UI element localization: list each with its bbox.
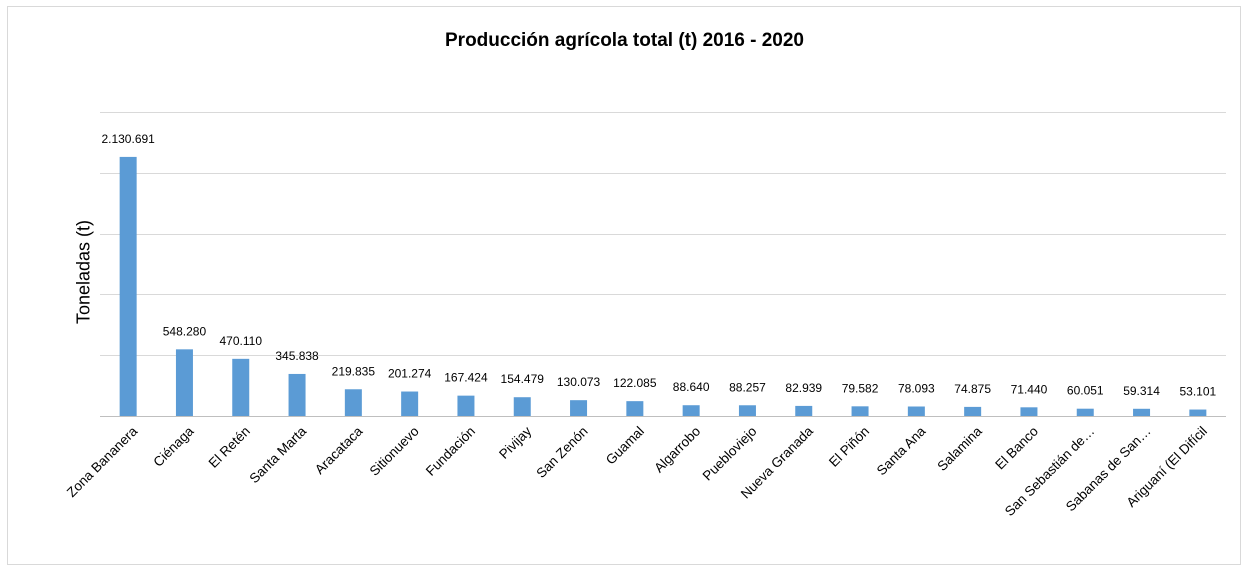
data-label: 71.440 bbox=[1011, 382, 1048, 396]
data-label: 470.110 bbox=[220, 334, 263, 348]
bar bbox=[851, 406, 869, 416]
data-label: 59.314 bbox=[1123, 384, 1160, 398]
data-label: 53.101 bbox=[1179, 385, 1216, 399]
x-tick-label: Algarrobo bbox=[651, 424, 703, 476]
bar bbox=[457, 395, 475, 416]
data-label: 167.424 bbox=[444, 371, 488, 385]
bar bbox=[232, 358, 250, 416]
x-tick-label: El Banco bbox=[992, 424, 1041, 473]
bars bbox=[119, 156, 1207, 417]
x-tick-label: Pivijay bbox=[496, 423, 534, 461]
x-tick-label: Guamal bbox=[603, 424, 647, 468]
gridlines bbox=[100, 112, 1226, 417]
bar bbox=[513, 397, 531, 416]
data-label: 60.051 bbox=[1067, 384, 1104, 398]
x-tick-label: Salamina bbox=[934, 423, 985, 474]
data-label: 2.130.691 bbox=[101, 132, 155, 146]
data-label: 88.257 bbox=[729, 380, 766, 394]
bar bbox=[344, 389, 362, 416]
x-tick-label: Puebloviejo bbox=[700, 424, 760, 484]
bar bbox=[907, 406, 925, 416]
x-tick-label: El Retén bbox=[206, 424, 253, 471]
x-tick-label: Zona Bananera bbox=[64, 423, 141, 500]
data-labels: 2.130.691 548.280 470.110 345.838 219.835 201… bbox=[101, 132, 1216, 399]
data-label: 201.274 bbox=[388, 367, 432, 381]
data-label: 345.838 bbox=[275, 349, 319, 363]
bar bbox=[1020, 407, 1038, 416]
bar bbox=[1133, 408, 1151, 416]
bar bbox=[682, 405, 700, 416]
bar bbox=[795, 405, 813, 416]
x-tick-label: Santa Ana bbox=[874, 423, 929, 478]
data-label: 548.280 bbox=[163, 324, 207, 338]
bar bbox=[401, 391, 419, 416]
data-label: 130.073 bbox=[557, 375, 601, 389]
bar bbox=[570, 400, 588, 416]
bar bbox=[119, 156, 137, 417]
x-tick-label: Fundación bbox=[423, 424, 478, 479]
data-label: 122.085 bbox=[613, 376, 657, 390]
x-tick-label: Ciénaga bbox=[150, 423, 197, 470]
bar bbox=[626, 401, 644, 416]
x-tick-label: San Zenón bbox=[533, 424, 590, 481]
data-label: 88.640 bbox=[673, 380, 710, 394]
data-label: 82.939 bbox=[785, 381, 822, 395]
data-label: 79.582 bbox=[842, 381, 879, 395]
chart-frame bbox=[7, 6, 1241, 565]
bar bbox=[175, 349, 193, 416]
data-label: 74.875 bbox=[954, 382, 991, 396]
bar bbox=[1189, 409, 1207, 416]
data-label: 154.479 bbox=[501, 372, 545, 386]
bar bbox=[1076, 408, 1094, 416]
x-tick-label: Santa Marta bbox=[247, 423, 310, 486]
x-tick-label: Sitionuevo bbox=[367, 424, 422, 479]
chart-title: Producción agrícola total (t) 2016 - 202… bbox=[445, 30, 804, 51]
data-label: 219.835 bbox=[332, 364, 376, 378]
bar bbox=[738, 405, 756, 416]
bar bbox=[964, 406, 982, 416]
data-label: 78.093 bbox=[898, 382, 935, 396]
bar bbox=[288, 373, 306, 416]
x-tick-label: Aracataca bbox=[312, 423, 366, 477]
x-tick-label: El Piñón bbox=[826, 424, 872, 470]
